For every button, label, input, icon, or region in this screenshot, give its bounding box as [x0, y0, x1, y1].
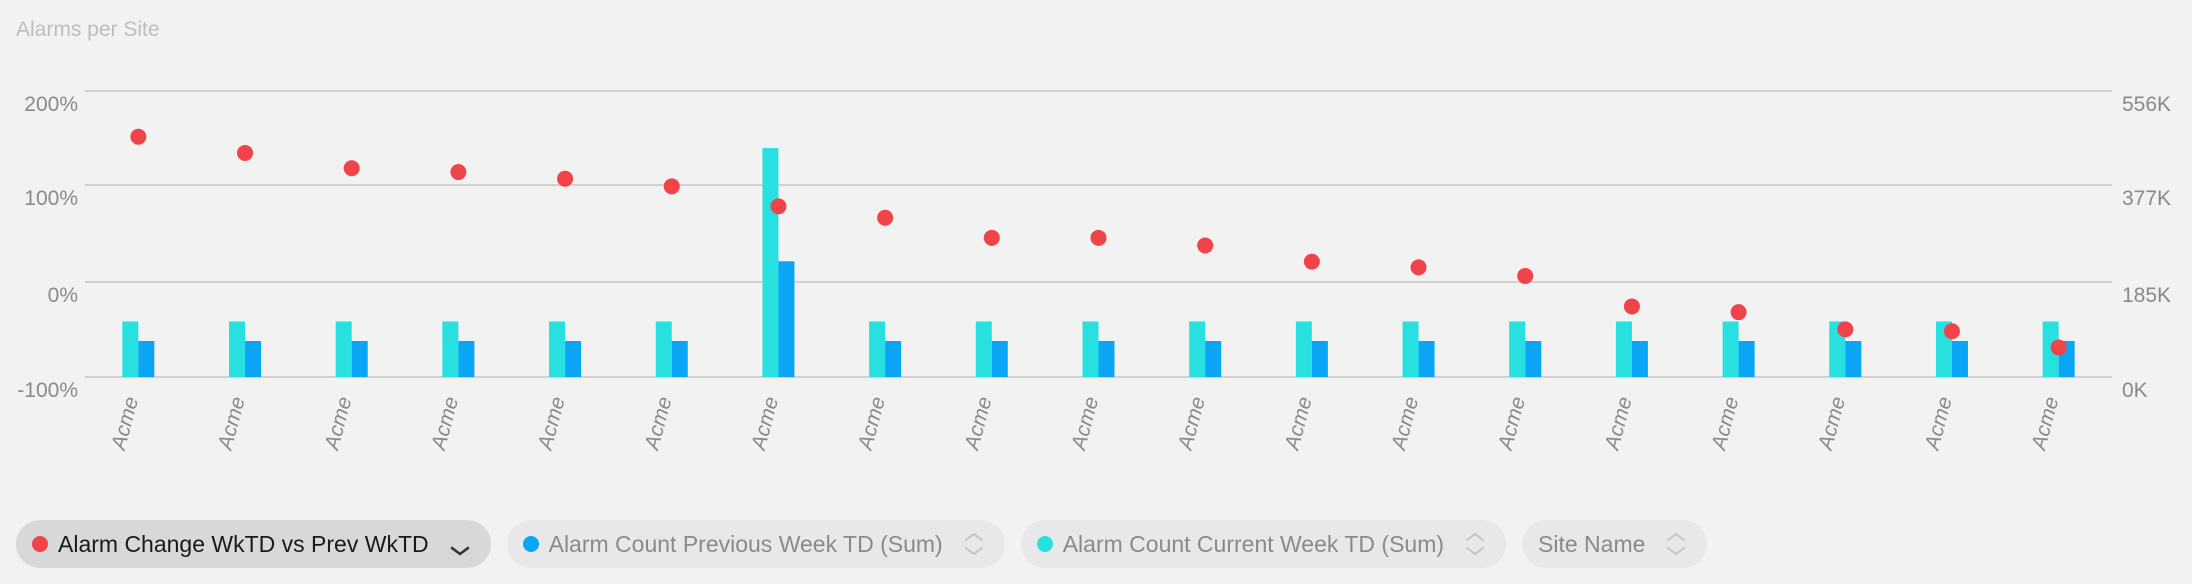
legend-chip-alarm-change[interactable]: Alarm Change WkTD vs Prev WkTD: [16, 520, 491, 568]
x-tick-label: Acme: [107, 394, 144, 454]
bar-previous-week: [778, 261, 795, 377]
bar-previous-week: [245, 340, 262, 377]
bar-previous-week: [351, 340, 368, 377]
sort-icon[interactable]: [1663, 529, 1689, 559]
bar-current-week: [1722, 321, 1739, 377]
legend-label: Site Name: [1538, 530, 1646, 557]
bar-current-week: [2042, 321, 2059, 377]
legend-chip-current-week[interactable]: Alarm Count Current Week TD (Sum): [1020, 520, 1507, 568]
sort-descending-icon[interactable]: [447, 529, 473, 559]
bar-current-week: [1082, 321, 1099, 377]
bar-current-week: [655, 321, 672, 377]
x-tick-label: Acme: [1493, 394, 1530, 454]
y-left-tick-label: 200%: [24, 93, 78, 116]
bar-current-week: [549, 321, 566, 377]
point-alarm-change: [1410, 259, 1427, 276]
bar-current-week: [1615, 321, 1632, 377]
bar-current-week: [1295, 321, 1312, 377]
point-alarm-change: [557, 170, 574, 187]
bar-previous-week: [565, 340, 582, 377]
point-alarm-change: [1303, 253, 1320, 270]
point-alarm-change: [983, 229, 1000, 246]
y-right-tick-label: 0K: [2122, 379, 2148, 402]
bar-current-week: [335, 321, 352, 377]
bar-current-week: [1189, 321, 1206, 377]
legend-chip-site-name[interactable]: Site Name: [1522, 520, 1708, 568]
chart-title: Alarms per Site: [16, 18, 160, 41]
x-tick-label: Acme: [960, 394, 997, 454]
point-alarm-change: [1943, 323, 1960, 340]
chart-area: 200% 556K 100% 377K 0% 185K -100% 0K Acme Acme Acm…: [17, 90, 2171, 454]
bar-current-week: [1402, 321, 1419, 377]
series-color-dot: [1036, 536, 1053, 552]
bar-previous-week: [1311, 340, 1328, 377]
point-alarm-change: [1837, 321, 1854, 338]
point-alarm-change: [1730, 304, 1747, 321]
bar-previous-week: [1951, 340, 1968, 377]
point-alarm-change: [1197, 237, 1214, 254]
legend-label: Alarm Count Current Week TD (Sum): [1062, 530, 1445, 557]
x-tick-label: Acme: [1067, 394, 1104, 454]
point-alarm-change: [2050, 339, 2067, 356]
point-alarm-change: [663, 178, 680, 195]
bar-previous-week: [1845, 340, 1862, 377]
y-left-tick-label: 0%: [48, 284, 78, 307]
y-right-tick-label: 377K: [2122, 187, 2171, 210]
point-alarm-change: [237, 144, 254, 161]
bar-current-week: [975, 321, 992, 377]
bar-current-week: [1509, 321, 1526, 377]
x-tick-label: Acme: [1387, 394, 1424, 454]
point-alarm-change: [1623, 298, 1640, 315]
x-tick-label: Acme: [1600, 394, 1637, 454]
series-color-dot: [32, 536, 48, 552]
y-right-tick-label: 185K: [2122, 284, 2171, 307]
point-alarm-change: [450, 164, 467, 181]
bar-previous-week: [1631, 340, 1648, 377]
x-tick-label: Acme: [640, 394, 677, 454]
x-tick-label: Acme: [747, 394, 784, 454]
y-right-tick-label: 556K: [2122, 93, 2171, 116]
y-left-tick-label: -100%: [17, 379, 78, 402]
bar-previous-week: [1205, 340, 1222, 377]
legend-chip-previous-week[interactable]: Alarm Count Previous Week TD (Sum): [506, 520, 1005, 568]
x-tick-label: Acme: [213, 394, 250, 454]
bar-previous-week: [1098, 340, 1115, 377]
bar-current-week: [122, 321, 139, 377]
x-tick-label: Acme: [1173, 394, 1210, 454]
y-left-tick-label: 100%: [24, 187, 78, 210]
legend-label: Alarm Count Previous Week TD (Sum): [548, 530, 943, 557]
x-tick-label: Acme: [533, 394, 570, 454]
bar-current-week: [869, 321, 886, 377]
bar-previous-week: [885, 340, 902, 377]
x-tick-label: Acme: [1280, 394, 1317, 454]
bar-previous-week: [138, 340, 155, 377]
sort-icon[interactable]: [961, 529, 987, 559]
x-tick-label: Acme: [1920, 394, 1957, 454]
x-tick-label: Acme: [320, 394, 357, 454]
bar-previous-week: [458, 340, 475, 377]
bar-previous-week: [991, 340, 1008, 377]
x-tick-label: Acme: [1813, 394, 1850, 454]
point-alarm-change: [877, 209, 894, 226]
x-tick-label: Acme: [427, 394, 464, 454]
point-alarm-change: [770, 198, 787, 215]
point-alarm-change: [1517, 267, 1534, 284]
bar-current-week: [442, 321, 459, 377]
x-tick-label: Acme: [2027, 394, 2064, 454]
legend: Alarm Change WkTD vs Prev WkTD Alarm Cou…: [16, 520, 1708, 568]
x-tick-label: Acme: [853, 394, 890, 454]
bar-previous-week: [1525, 340, 1542, 377]
point-alarm-change: [1090, 229, 1107, 246]
sort-icon[interactable]: [1462, 529, 1488, 559]
point-alarm-change: [130, 128, 147, 145]
bar-previous-week: [671, 340, 688, 377]
x-tick-label: Acme: [1707, 394, 1744, 454]
bar-current-week: [229, 321, 246, 377]
point-alarm-change: [343, 160, 360, 177]
series-color-dot: [522, 536, 539, 552]
bar-previous-week: [1418, 340, 1435, 377]
legend-label: Alarm Change WkTD vs Prev WkTD: [58, 530, 429, 557]
bar-previous-week: [1738, 340, 1755, 377]
bar-current-week: [762, 148, 779, 377]
